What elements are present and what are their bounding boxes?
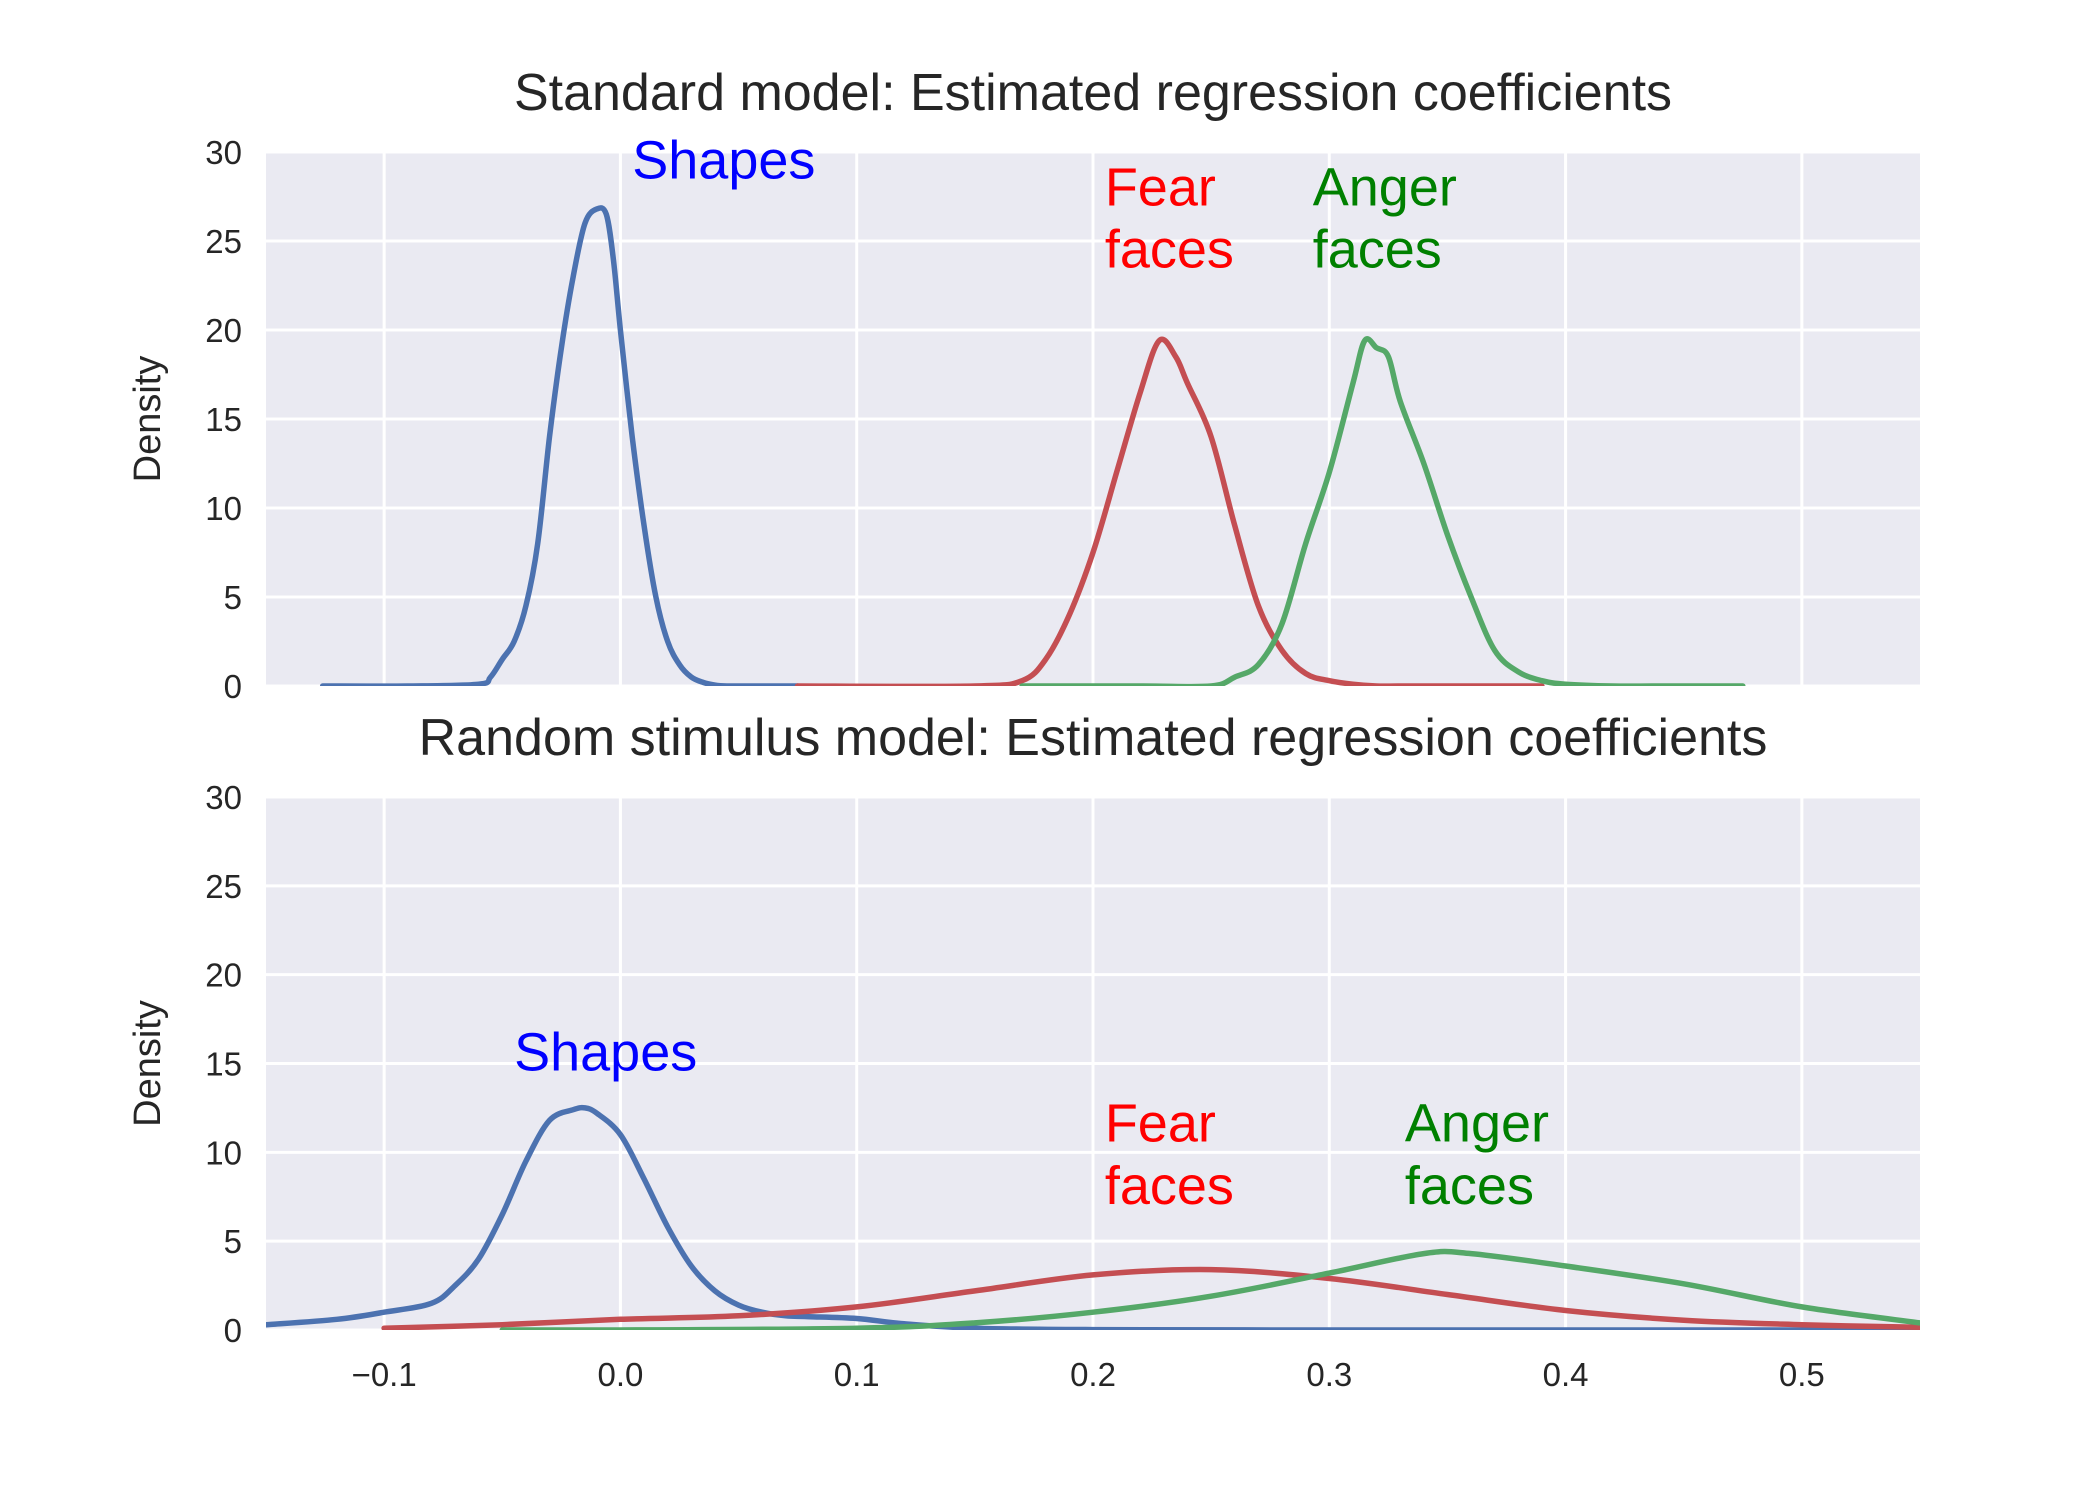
y-tick-label: 20 (205, 312, 242, 349)
y-tick-label: 30 (205, 779, 242, 816)
x-tick-label: −0.1 (352, 1356, 417, 1393)
annotation-label: Fear (1105, 1094, 1216, 1154)
annotation-label: Shapes (514, 1023, 697, 1083)
chart-title: Standard model: Estimated regression coe… (514, 64, 1672, 122)
annotation-label: faces (1105, 1156, 1234, 1216)
y-tick-label: 10 (205, 490, 242, 527)
x-tick-label: 0.0 (597, 1356, 643, 1393)
annotation-label: faces (1105, 220, 1234, 280)
density-line-series-2 (794, 336, 1545, 686)
annotation-label: faces (1313, 220, 1442, 280)
x-tick-label: 0.4 (1543, 1356, 1589, 1393)
annotation-label: Anger (1313, 157, 1457, 217)
density-line-series-3 (1019, 336, 1746, 686)
y-tick-label: 15 (205, 401, 242, 438)
annotation-label: Fear (1105, 157, 1216, 217)
chart-panel-2: 0 5 10 15 20 25 30 −0.1 0.0 0.1 0.2 0.3 0.4 0.5 Random… (127, 709, 1920, 1393)
y-tick-label: 25 (205, 223, 242, 260)
y-tick-label: 20 (205, 957, 242, 994)
y-tick-label: 0 (224, 668, 242, 705)
y-tick-label: 5 (224, 579, 242, 616)
x-tick-label: 0.2 (1070, 1356, 1116, 1393)
density-line-series-1 (266, 1104, 1920, 1330)
density-line-series-3 (499, 1248, 1920, 1330)
x-tick-label: 0.3 (1306, 1356, 1352, 1393)
annotation-label: faces (1405, 1156, 1534, 1216)
y-tick-label: 10 (205, 1134, 242, 1171)
density-line-series-2 (381, 1266, 1920, 1330)
density-line-series-1 (319, 205, 801, 686)
x-tick-label: 0.1 (834, 1356, 880, 1393)
y-tick-label: 0 (224, 1312, 242, 1349)
chart-title: Random stimulus model: Estimated regress… (419, 709, 1768, 767)
y-tick-label: 25 (205, 868, 242, 905)
annotation-label: Shapes (632, 131, 815, 191)
x-tick-label: 0.5 (1779, 1356, 1825, 1393)
y-tick-label: 5 (224, 1223, 242, 1260)
y-axis-label: Density (127, 1000, 169, 1127)
y-axis-label: Density (127, 356, 169, 483)
annotation-label: Anger (1405, 1094, 1549, 1154)
chart-panel-1: 0 5 10 15 20 25 30 Standard model: Estimated re… (127, 64, 1920, 705)
y-tick-label: 30 (205, 134, 242, 171)
y-tick-label: 15 (205, 1046, 242, 1083)
